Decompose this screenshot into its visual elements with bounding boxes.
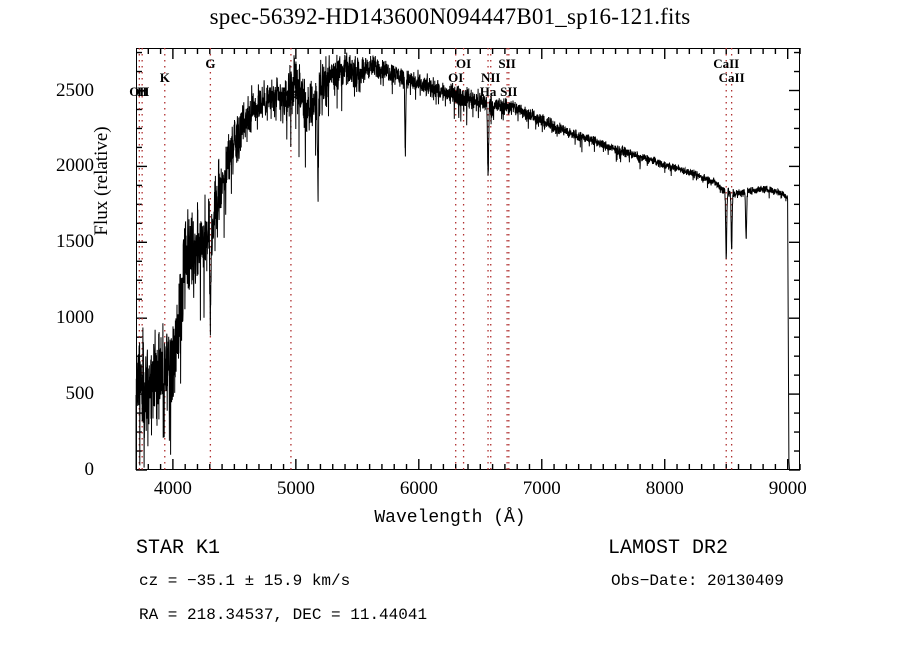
spectral-line-label: Mg — [281, 84, 301, 99]
x-tick-label: 8000 — [645, 478, 684, 499]
plot-area — [135, 48, 801, 471]
spectral-line-label: OI — [448, 70, 464, 85]
figure-title: spec-56392-HD143600N094447B01_sp16-121.f… — [209, 4, 691, 29]
spectral-line-label: SII — [500, 84, 518, 99]
y-tick-label: 2000 — [56, 155, 94, 177]
spectral-line-label: Ha — [479, 84, 497, 99]
y-tick-label: 2500 — [56, 79, 94, 101]
spectral-line-markers — [138, 48, 733, 470]
spectral-line-label: CaII — [718, 70, 745, 85]
spectral-line-label: OI — [455, 56, 472, 71]
spectral-line-label: NII — [480, 70, 501, 85]
x-tick-label: 6000 — [399, 478, 438, 499]
spectral-line-label: H — [137, 84, 148, 99]
x-tick-label: 7000 — [522, 478, 561, 499]
spectral-line-label: OII — [129, 84, 150, 99]
x-axis-label: Wavelength (Å) — [374, 508, 526, 528]
x-tick-label: 5000 — [276, 478, 315, 499]
y-tick-label: 1500 — [56, 231, 94, 253]
y-axis-label: Flux (relative) — [91, 126, 112, 236]
x-tick-label: 4000 — [153, 478, 192, 499]
spectral-line-label: G — [205, 56, 216, 71]
redshift-value: cz = −35.1 ± 15.9 km/s — [139, 572, 351, 590]
coordinates: RA = 218.34537, DEC = 11.44041 — [139, 606, 428, 624]
spectral-line-label: CaII — [713, 56, 740, 71]
observation-date: Obs−Date: 20130409 — [611, 572, 784, 590]
x-tick-label: 9000 — [768, 478, 807, 499]
spectral-line-label: SII — [498, 56, 516, 71]
object-class: STAR K1 — [136, 537, 221, 560]
spectrum-trace — [135, 52, 790, 471]
y-tick-label: 500 — [65, 383, 95, 405]
spectral-line-label: K — [159, 70, 170, 85]
survey-name: LAMOST DR2 — [608, 537, 729, 560]
y-tick-label: 1000 — [56, 307, 94, 329]
y-tick-label: 0 — [84, 459, 95, 480]
